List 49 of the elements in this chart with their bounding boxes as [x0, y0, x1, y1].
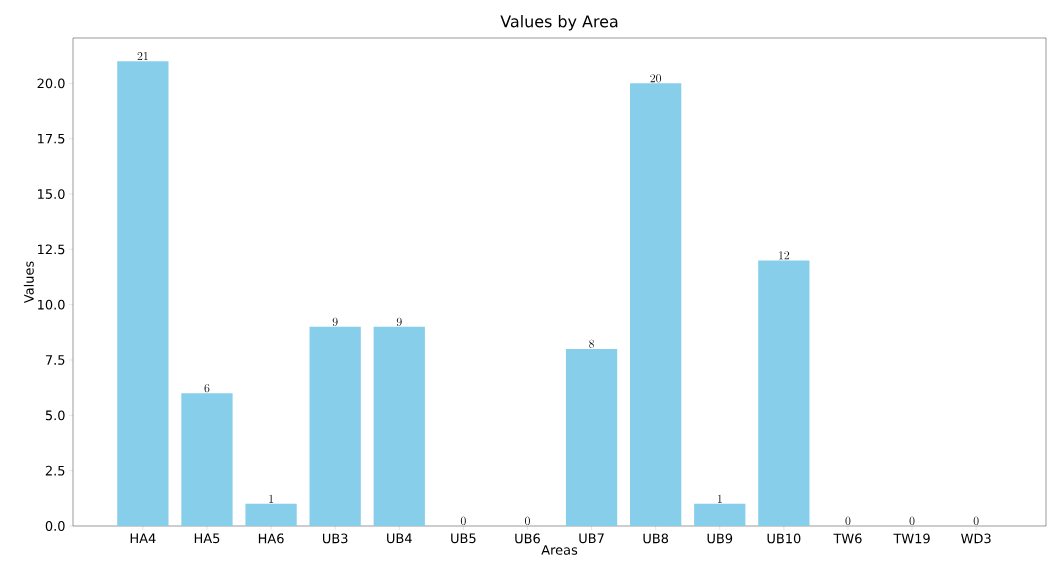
x-tick-label: UB4 [387, 533, 412, 544]
bar [245, 503, 297, 526]
bar [309, 326, 361, 526]
data-label: 0 [973, 516, 979, 526]
data-label: 9 [396, 317, 402, 326]
x-tick-label: HA6 [258, 533, 284, 544]
x-axis-title: Areas [541, 545, 578, 555]
y-tick-label: 17.5 [38, 133, 65, 144]
data-label: 12 [779, 251, 790, 260]
data-label: 1 [269, 494, 274, 503]
data-label: 0 [845, 516, 851, 526]
data-label: 0 [460, 516, 466, 526]
y-tick-label: 7.5 [45, 355, 65, 365]
y-tick-label: 12.5 [38, 244, 65, 255]
x-tick-label: UB6 [515, 533, 540, 544]
data-label: 21 [137, 52, 148, 61]
data-label: 20 [650, 74, 662, 83]
bar [565, 348, 618, 526]
x-tick-label: UB8 [643, 533, 669, 544]
bar [630, 83, 682, 526]
data-label: 9 [332, 317, 338, 326]
y-tick-label: 2.5 [45, 465, 65, 476]
data-label: 6 [204, 384, 210, 393]
data-label: 0 [909, 516, 915, 526]
bar [117, 61, 169, 526]
data-label: 0 [525, 516, 530, 526]
x-tick-label: UB10 [767, 533, 801, 544]
bar [373, 326, 425, 526]
x-tick-label: UB9 [707, 533, 733, 544]
x-tick-label: TW19 [893, 533, 930, 544]
x-tick-label: UB3 [322, 533, 348, 544]
y-tick-label: 5.0 [45, 410, 65, 421]
x-tick-label: WD3 [961, 533, 991, 544]
bar [758, 260, 810, 526]
y-axis-title: Values [23, 261, 34, 304]
x-tick-label: HA4 [130, 533, 156, 543]
bar [694, 503, 746, 526]
x-tick-label: UB5 [451, 533, 476, 544]
data-label: 8 [589, 339, 594, 348]
y-tick-label: 0.0 [45, 521, 65, 531]
y-tick-label: 15.0 [38, 189, 65, 199]
x-tick-label: UB7 [579, 533, 604, 544]
y-tick-label: 20.0 [37, 78, 65, 89]
data-label: 1 [717, 494, 722, 503]
chart-title: Values by Area [500, 15, 618, 31]
bar [181, 393, 233, 526]
y-tick-label: 10.0 [38, 299, 65, 310]
x-tick-label: TW6 [833, 533, 862, 544]
x-tick-label: HA5 [194, 533, 220, 544]
